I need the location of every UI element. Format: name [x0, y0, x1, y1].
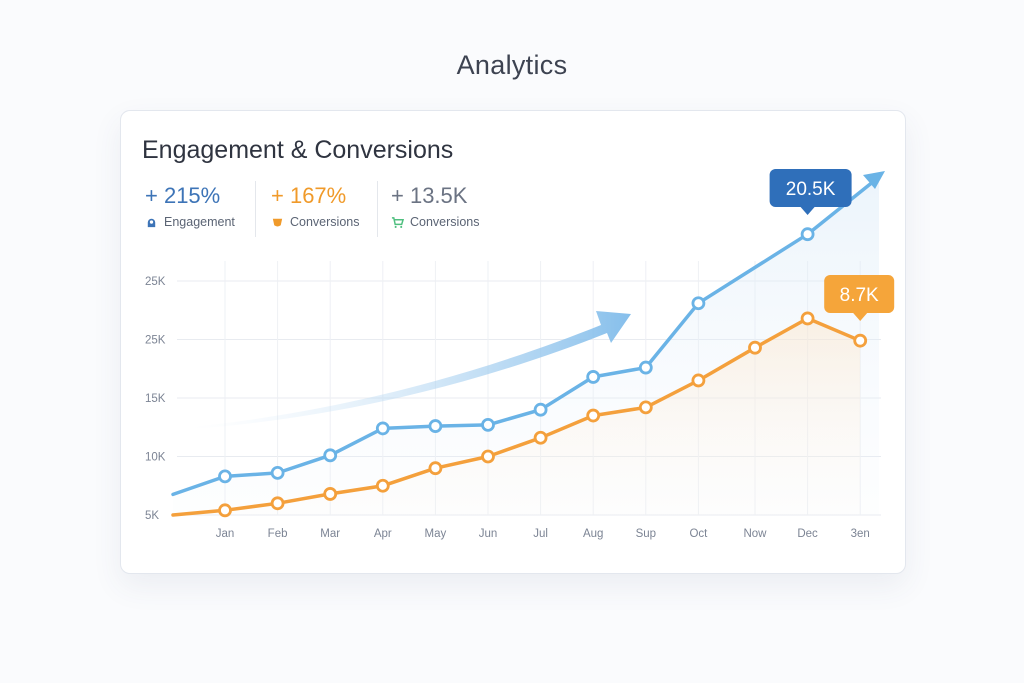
x-tick-label: Jan — [216, 528, 235, 540]
conversions-point — [323, 487, 338, 501]
engagement-point — [691, 296, 706, 311]
y-tick-label: 5K — [145, 510, 159, 522]
conversions-stat-value: + 167% — [271, 183, 347, 208]
x-tick-label: May — [425, 528, 447, 540]
engagement-point — [375, 421, 390, 436]
x-tick-label: Jul — [533, 528, 548, 540]
engagement-point — [270, 465, 285, 480]
engagement-arrowhead — [863, 171, 885, 189]
line-chart: 5K 10K 15K 25K 25K Jan Feb Mar Apr May Jun Jul Aug Su… — [145, 169, 895, 540]
conversions-point — [218, 503, 232, 518]
x-tick-label: Sup — [636, 528, 656, 540]
x-tick-label: Aug — [583, 528, 603, 540]
person-icon — [147, 218, 156, 227]
conversions-stat-label: Conversions — [290, 215, 360, 229]
conversions-callout-pointer — [853, 313, 868, 321]
engagement-callout-text: 20.5K — [786, 179, 836, 200]
engagement-point — [481, 418, 495, 432]
conversions-callout-text: 8.7K — [840, 285, 879, 306]
cup-icon — [272, 218, 283, 226]
chart-card: Engagement & Conversions + 215% Engageme… — [120, 110, 906, 574]
engagement-point — [533, 402, 548, 417]
conversions-callout-box — [824, 275, 895, 313]
engagement-callout: 20.5K — [769, 169, 852, 215]
engagement-point — [638, 360, 653, 375]
y-tick-label: 25K — [145, 276, 166, 288]
conversions-line — [171, 316, 862, 517]
engagement-callout-box — [769, 169, 852, 207]
y-tick-label: 15K — [145, 393, 166, 405]
conversions-point — [481, 449, 495, 464]
stat-divider — [255, 181, 256, 237]
cart-icon — [391, 216, 404, 228]
x-tick-label: Jun — [479, 528, 498, 540]
conversions-point — [638, 400, 653, 415]
conversions-point — [748, 340, 762, 355]
x-tick-label: 3en — [851, 528, 870, 540]
stat-divider — [377, 181, 378, 237]
conversions-point — [533, 430, 548, 445]
x-tick-label: Apr — [374, 528, 392, 540]
conversions-count-stat-label: Conversions — [410, 215, 480, 229]
x-tick-label: Dec — [797, 528, 818, 540]
x-tick-label: Now — [743, 528, 767, 540]
conversions-point — [691, 373, 706, 388]
conversions-area — [173, 318, 861, 515]
engagement-stat-label: Engagement — [164, 215, 235, 229]
engagement-stat: + 215% Engagement — [145, 183, 235, 229]
engagement-point — [586, 370, 601, 384]
engagement-point — [428, 419, 443, 433]
conversions-count-stat: + 13.5K Conversions — [391, 183, 479, 229]
conversions-point — [375, 478, 390, 493]
conversions-point — [853, 333, 868, 348]
y-tick-label: 25K — [145, 335, 166, 347]
engagement-callout-pointer — [800, 207, 815, 215]
x-tick-label: Feb — [268, 528, 288, 540]
y-tick-label: 10K — [145, 452, 166, 464]
engagement-stat-value: + 215% — [145, 183, 221, 208]
conversions-count-stat-value: + 13.5K — [391, 183, 468, 208]
engagement-point — [323, 448, 338, 463]
conversions-point — [586, 408, 601, 423]
conversions-point — [428, 461, 443, 476]
engagement-point — [218, 469, 232, 484]
conversions-point — [270, 496, 285, 511]
conversions-point — [800, 311, 815, 326]
x-tick-label: Mar — [320, 528, 340, 540]
conversions-callout: 8.7K — [824, 275, 895, 321]
engagement-point — [800, 227, 815, 242]
conversions-stat: + 167% Conversions — [271, 183, 359, 229]
page-title: Analytics — [456, 50, 568, 80]
card-title: Engagement & Conversions — [142, 136, 454, 164]
x-tick-label: Oct — [689, 528, 708, 540]
